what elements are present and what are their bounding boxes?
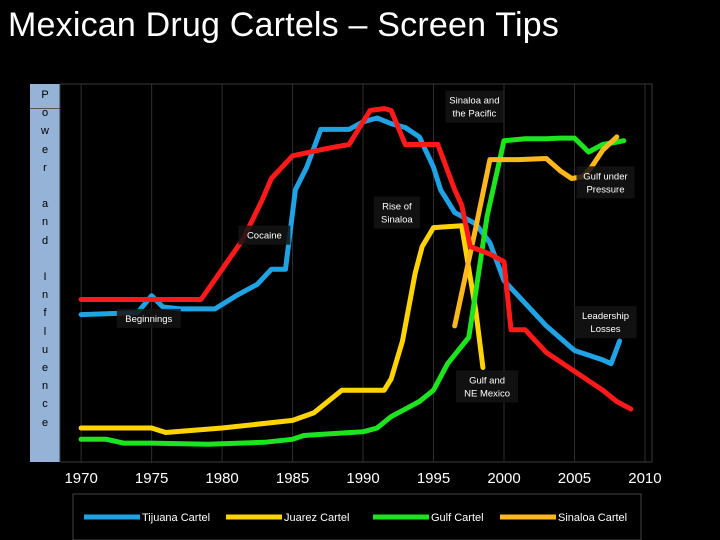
annotation-box-5 (574, 306, 637, 339)
annotation-5: Leadership Losses (582, 311, 629, 335)
annotation-1: Gulf under Pressure (583, 171, 627, 195)
legend: Tijuana Cartel Juarez Cartel Gulf Cartel Si… (84, 512, 627, 524)
series-line-1 (78, 223, 486, 435)
annotation-box-1 (576, 166, 635, 199)
y-axis-label-panel: P o w e r a n d I n f l u e n c e (30, 84, 60, 462)
annotation-box-4 (116, 308, 181, 328)
x-tick-label-6: 2000 (487, 470, 520, 487)
x-tick-label-2: 1980 (205, 470, 238, 487)
series-lines (78, 106, 634, 447)
series-line-3 (452, 134, 620, 329)
annotation-6: Gulf and NE Mexico (464, 375, 510, 399)
annotations: Sinaloa and the Pacific Gulf under Pressure… (116, 90, 637, 403)
legend-label-0: Tijuana Cartel (142, 512, 210, 524)
annotation-box-3 (238, 225, 291, 245)
annotation-2: Rise of Sinaloa (381, 202, 413, 226)
legend-label-3: Sinaloa Cartel (558, 512, 627, 524)
series-line-2 (78, 135, 627, 447)
legend-box: Tijuana Cartel Juarez Cartel Gulf Cartel Si… (72, 493, 642, 540)
annotation-3: Cocaine (247, 231, 282, 242)
annotation-0: Sinaloa and the Pacific (449, 96, 499, 120)
annotation-box-6 (456, 370, 519, 403)
series-line-0 (78, 115, 623, 367)
x-axis-ticks: 1970 1975 1980 1985 1990 1995 2000 2005 2010 (64, 470, 661, 487)
plot-background (59, 83, 653, 463)
x-tick-label-4: 1990 (346, 470, 379, 487)
series-line-4 (78, 106, 634, 412)
legend-label-1: Juarez Cartel (284, 512, 349, 524)
x-tick-label-7: 2005 (558, 470, 591, 487)
annotation-box-2 (373, 196, 420, 229)
x-tick-label-8: 2010 (628, 470, 661, 487)
y-axis-label: P o w e r a n d I n f l u e n c e (41, 89, 49, 429)
legend-label-2: Gulf Cartel (431, 512, 484, 524)
y-axis-label-divider (30, 108, 60, 109)
x-tick-label-5: 1995 (417, 470, 450, 487)
slide-title: Mexican Drug Cartels – Screen Tips (8, 6, 560, 44)
annotation-4: Beginnings (125, 314, 172, 325)
x-tick-label-1: 1975 (135, 470, 168, 487)
x-tick-label-3: 1985 (276, 470, 309, 487)
x-tick-label-0: 1970 (64, 470, 97, 487)
annotation-box-0 (445, 90, 504, 123)
